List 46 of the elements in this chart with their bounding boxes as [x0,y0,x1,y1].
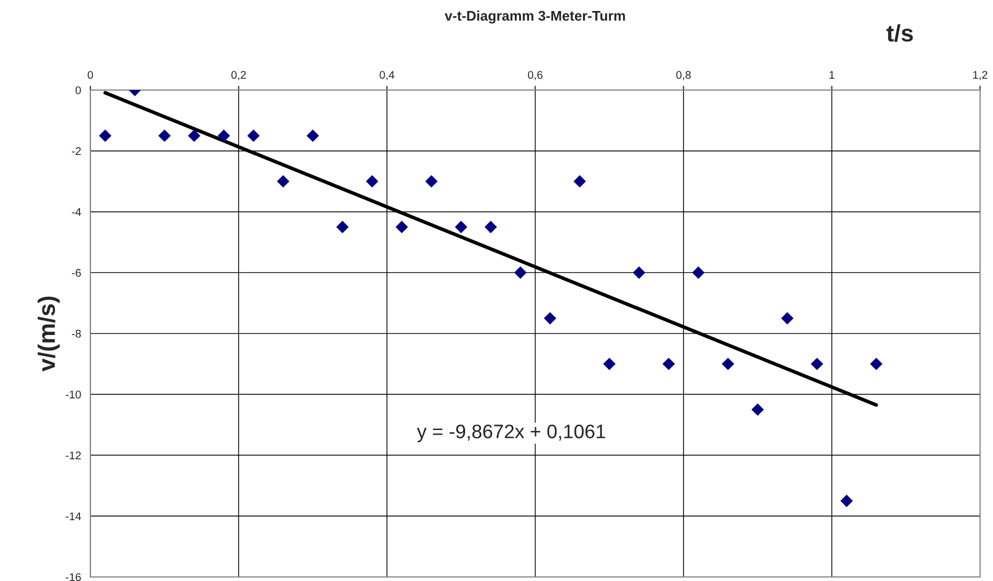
point [454,220,468,234]
y-tick-label: -2 [72,147,81,155]
point [662,358,675,370]
y-tick-label: 0 [76,86,81,94]
point [722,358,734,370]
y-tick-label: -4 [72,208,82,216]
point [603,358,616,370]
point [158,129,171,142]
y-tick-label: -16 [66,573,81,581]
point [544,312,556,324]
point [574,175,586,188]
point [396,220,408,234]
point [366,175,378,188]
point [870,358,882,370]
point [840,494,853,508]
x-tick-label: 0,4 [380,70,394,80]
point [98,129,112,142]
point [484,220,497,234]
point [514,266,527,279]
x-tick-label: 0,6 [528,70,542,80]
point [218,129,230,142]
point [810,358,824,370]
x-tick-label: 1,2 [973,70,988,80]
x-tick-label: 0 [88,70,94,79]
y-tick-label: -6 [72,268,81,277]
point [247,129,260,142]
y-tick-label: -14 [66,512,82,520]
point [276,175,290,188]
point [781,312,794,324]
point [188,129,200,142]
point [751,403,764,416]
point [692,266,705,279]
chart-title: v-t-Diagramm 3-Meter-Turm [444,10,625,24]
point [336,220,349,234]
x-tick-label: 0,8 [676,70,691,80]
x-axis-title: t/s [886,24,913,42]
x-tick-label: 0,2 [231,70,246,80]
annotation: y = -9,8672x + 0,1061 [416,424,606,442]
y-tick-label: -10 [66,390,81,398]
x-tick-label: 1 [830,71,834,79]
point [425,175,438,188]
point [306,129,320,142]
point [632,266,646,279]
y-tick-label: -8 [72,330,81,338]
y-tick-label: -12 [66,451,81,460]
y-axis-title: v/(m/s) [38,296,60,372]
